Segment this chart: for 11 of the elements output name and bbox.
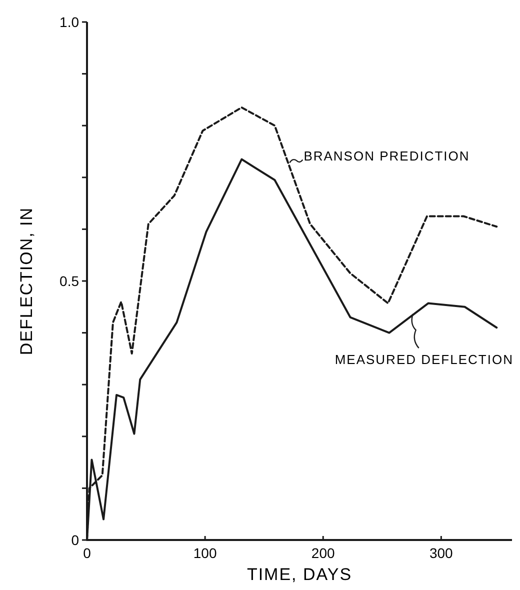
annotation: BRANSON PREDICTION — [304, 148, 470, 164]
x-tick-label: 200 — [311, 545, 336, 561]
x-tick-label: 0 — [83, 545, 92, 561]
x-axis-title: TIME, DAYS — [246, 565, 352, 584]
x-tick-label: 300 — [429, 545, 454, 561]
y-tick-label: 0.5 — [60, 272, 80, 289]
annotation: MEASURED DEFLECTION — [334, 352, 514, 368]
y-tick-label: 1.0 — [60, 14, 80, 30]
y-tick-label: 0 — [71, 532, 80, 548]
y-axis-title: DEFLECTION, IN — [17, 206, 36, 356]
x-tick-label: 100 — [193, 545, 217, 561]
